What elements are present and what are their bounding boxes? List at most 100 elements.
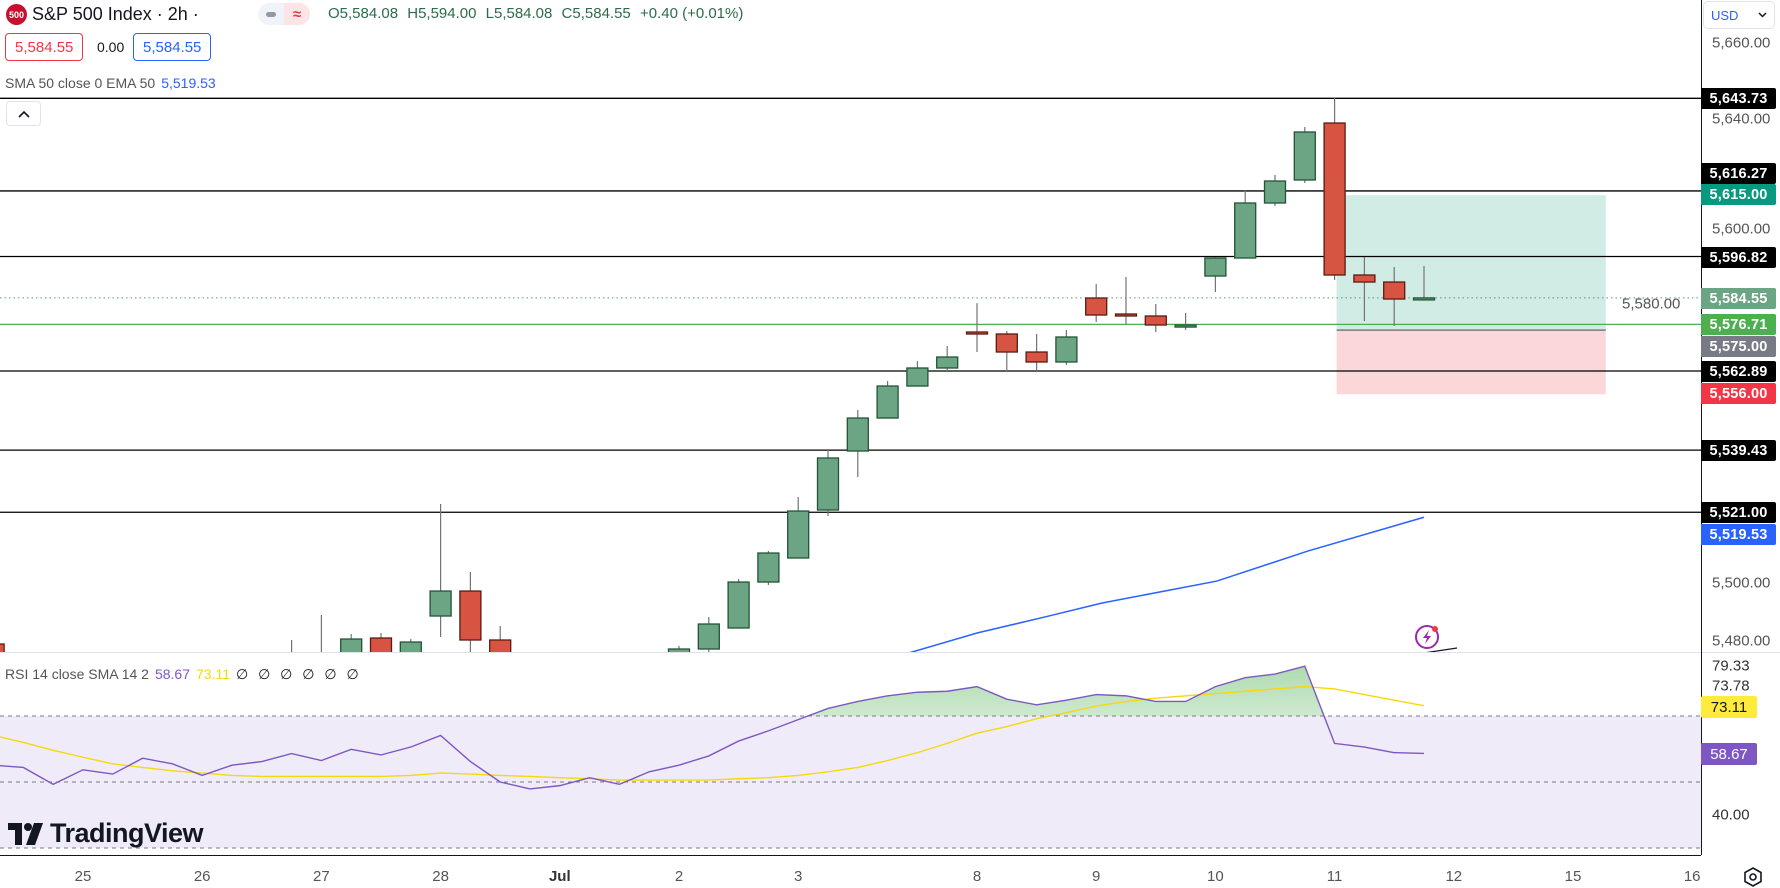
candle-body-down (459, 590, 482, 641)
rsi-indicator-legend[interactable]: RSI 14 close SMA 14 2 58.67 73.11 ∅ ∅ ∅ ∅ ∅… (5, 666, 362, 683)
candle-body-up (340, 638, 363, 653)
rsi-value-badge: 58.67 (1701, 743, 1757, 765)
price-badge-support-line: 5,576.71 (1701, 314, 1776, 335)
candle-body-down (1025, 351, 1048, 363)
candle (489, 626, 512, 653)
ema-50-line (906, 516, 1425, 653)
candle (995, 331, 1018, 373)
price-badge-target: 5,615.00 (1701, 184, 1776, 205)
open-value: O5,584.08 (328, 5, 399, 22)
candle-body-up (1293, 131, 1316, 181)
price-badge-support-3: 5,521.00 (1701, 502, 1776, 523)
candle-body-down (1114, 313, 1138, 317)
price-tick-label: 5,600.00 (1712, 220, 1771, 238)
sell-button[interactable]: 5,584.55 (5, 33, 84, 61)
candle (1323, 98, 1346, 281)
rsi-sma-line (0, 685, 1425, 781)
buy-button[interactable]: 5,584.55 (133, 33, 212, 61)
alert-flash-icon[interactable] (1415, 625, 1458, 653)
currency-label: USD (1711, 7, 1739, 23)
time-tick-label: 3 (794, 868, 803, 885)
candle-body-down (965, 331, 989, 335)
candle-body-up (727, 581, 750, 629)
candle (965, 303, 989, 353)
price-badge-entry: 5,575.00 (1701, 336, 1776, 357)
candle-body-up (757, 552, 780, 583)
tradingview-logo[interactable]: TradingView (8, 818, 204, 849)
candle (697, 616, 720, 653)
candle (846, 409, 869, 478)
candle (1234, 190, 1257, 259)
long-position-tool[interactable] (1336, 195, 1606, 395)
candle (399, 639, 422, 653)
candle-body-down (369, 637, 393, 653)
candle-body-up (816, 457, 840, 511)
price-badge-resistance-1: 5,643.73 (1701, 88, 1776, 109)
time-tick-label: 2 (674, 868, 684, 885)
candle-body-up (936, 356, 959, 369)
candle-body-up (1055, 336, 1078, 363)
candle-body-down (0, 643, 5, 653)
ohlc-values: O5,584.08 H5,594.00 L5,584.08 C5,584.55 … (328, 5, 748, 22)
candle-body-up (1412, 297, 1436, 301)
rsi-value: 58.67 (154, 666, 191, 682)
candle-body-down (1353, 274, 1376, 283)
data-delayed-icon: ≈ (284, 3, 310, 25)
symbol-title[interactable]: S&P 500 Index · 2h · (32, 4, 199, 24)
candle-body-up (667, 648, 691, 653)
rsi-tick: 40.00 (1712, 806, 1750, 824)
time-tick-label: Jul (548, 868, 571, 885)
candle-body-up (429, 590, 452, 617)
time-tick-label: 9 (1092, 868, 1101, 885)
candle (459, 572, 482, 653)
price-tick-label: 5,480.00 (1712, 632, 1771, 650)
rsi-extra-values: ∅ ∅ ∅ ∅ ∅ ∅ (236, 666, 362, 682)
candle (1174, 313, 1197, 331)
candle-body-down (1383, 281, 1406, 300)
candle (429, 504, 452, 638)
candle (876, 381, 899, 419)
time-tick-label: 12 (1445, 868, 1463, 885)
candle-body-up (399, 641, 422, 653)
rsi-pane[interactable] (0, 653, 1701, 855)
currency-dropdown[interactable]: USD (1703, 1, 1775, 29)
pane-separator[interactable] (0, 652, 1780, 653)
rsi-lines (0, 665, 1701, 849)
close-value: C5,584.55 (561, 5, 631, 22)
candle (291, 640, 293, 653)
market-status-toggle[interactable]: ≈ (258, 3, 310, 25)
rsi-line (0, 665, 1425, 790)
candle (1144, 304, 1167, 333)
candle-body-down (1085, 297, 1108, 316)
candle-body-up (1204, 257, 1227, 277)
candle (1114, 277, 1138, 325)
market-status-icon (258, 3, 284, 25)
candle (1353, 256, 1376, 322)
time-tick-label: 28 (432, 868, 449, 885)
candle (906, 361, 929, 387)
price-chart[interactable] (0, 0, 1701, 653)
candle (320, 615, 322, 653)
rsi-tick: 79.33 (1712, 657, 1750, 675)
candle-body-up (697, 623, 720, 650)
low-value: L5,584.08 (485, 5, 553, 22)
price-tick-label: 5,660.00 (1712, 34, 1771, 52)
collapse-legend-button[interactable] (6, 101, 41, 126)
candles (0, 98, 1436, 653)
chevron-up-icon (17, 110, 30, 118)
ema-indicator-legend[interactable]: SMA 50 close 0 EMA 50 5,519.53 (5, 75, 216, 91)
symbol-logo[interactable]: 500 (6, 4, 27, 25)
candle (1293, 127, 1316, 183)
time-tick-label: 15 (1564, 868, 1582, 885)
price-axis-border (1701, 0, 1702, 855)
ema-value: 5,519.53 (161, 75, 216, 91)
chevron-down-icon (1758, 12, 1767, 18)
high-value: H5,594.00 (407, 5, 477, 22)
candle (0, 643, 5, 653)
time-tick-label: 25 (74, 868, 92, 885)
tradingview-logo-icon (8, 822, 43, 845)
candle (340, 633, 363, 653)
candle (1025, 334, 1048, 373)
candle (1085, 284, 1108, 322)
time-tick-label: 16 (1683, 868, 1701, 885)
